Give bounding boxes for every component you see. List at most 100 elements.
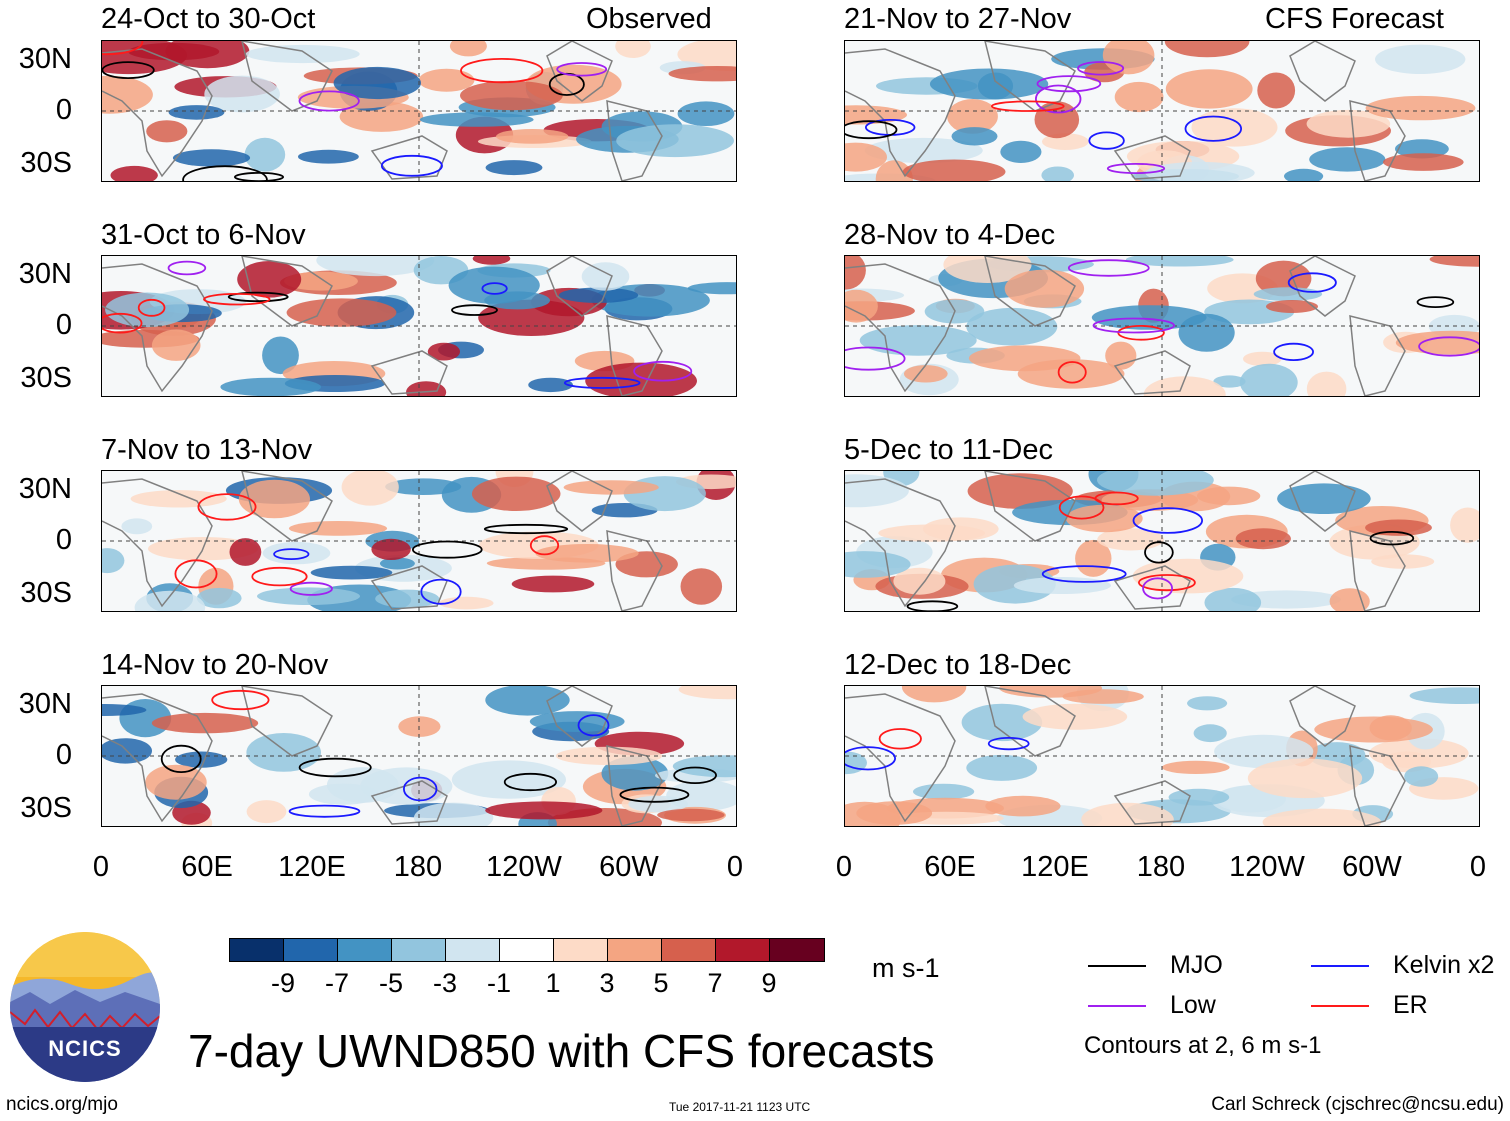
coastline (1113, 135, 1191, 180)
wind-anomaly-area (229, 538, 262, 566)
lat-label-30s: 30S (20, 147, 72, 179)
wind-anomaly-area (244, 137, 286, 172)
wind-anomaly-area (1204, 587, 1262, 611)
wave-contour (483, 523, 569, 535)
wind-anomaly-area (204, 75, 280, 113)
colorbar-segment (500, 939, 554, 961)
wave-contour (288, 804, 361, 818)
coastline (984, 256, 1076, 327)
wave-contour (451, 304, 498, 316)
wind-anomaly-area (257, 587, 360, 605)
coastline (102, 263, 213, 393)
wind-anomaly-area (1041, 166, 1074, 181)
wave-contour (160, 744, 202, 774)
wave-contour (1416, 296, 1455, 308)
map-field (845, 41, 1479, 181)
footer-author: Carl Schreck (cjschrec@ncsu.edu) (1211, 1094, 1504, 1115)
wind-anomaly-area (102, 704, 147, 716)
wind-anomaly-area (471, 476, 561, 511)
coastline (1289, 41, 1356, 102)
wind-anomaly-area (1000, 140, 1042, 163)
map-panel (844, 685, 1480, 827)
legend-line (1088, 964, 1146, 967)
legend-line (1311, 1004, 1369, 1007)
wave-contour (1077, 61, 1125, 76)
wind-anomaly-area (929, 68, 1049, 100)
map-field (845, 256, 1479, 396)
wave-contour (197, 493, 257, 521)
lat-label-30n: 30N (18, 43, 72, 75)
wind-anomaly-area (1253, 287, 1323, 301)
wave-contour (167, 260, 207, 276)
wave-contour (137, 298, 166, 317)
wind-anomaly-area (535, 544, 639, 563)
wind-anomaly-area (677, 101, 735, 126)
wind-anomaly-area (845, 256, 866, 290)
wind-anomaly-area (385, 478, 462, 495)
lon-label: 0 (92, 851, 110, 883)
wind-anomaly-area (1168, 788, 1230, 806)
wind-anomaly-area (237, 261, 302, 298)
wave-contour (227, 291, 289, 303)
wind-anomaly-area (1450, 507, 1479, 543)
lat-label-30n: 30N (18, 473, 72, 505)
coastline (845, 263, 956, 393)
wind-anomaly-area (1365, 95, 1476, 121)
wind-anomaly-area (485, 801, 603, 820)
wind-anomaly-area (1369, 738, 1469, 769)
wind-anomaly-area (1004, 269, 1085, 308)
wave-contour (411, 540, 483, 559)
lon-label: 120E (1021, 851, 1089, 883)
wave-contour (1132, 507, 1203, 534)
wave-contour (1058, 495, 1105, 520)
wind-anomaly-area (1266, 300, 1318, 313)
panel-title: 5-Dec to 11-Dec (844, 434, 1053, 466)
wind-anomaly-area (418, 68, 475, 92)
wave-contour (878, 728, 922, 750)
wind-anomaly-area (151, 329, 201, 361)
wind-anomaly-area (856, 801, 933, 825)
lat-label-30s: 30S (20, 577, 72, 609)
wind-anomaly-area (845, 289, 878, 323)
lon-label: 0 (1469, 851, 1487, 883)
lon-label: 120E (278, 851, 346, 883)
wind-anomaly-area (859, 325, 977, 356)
wind-anomaly-area (196, 587, 242, 609)
wind-anomaly-area (308, 783, 379, 805)
wind-anomaly-area (913, 783, 975, 800)
wind-anomaly-area (1429, 256, 1479, 267)
footer-url[interactable]: ncics.org/mjo (6, 1094, 118, 1115)
wave-contour (1287, 272, 1337, 293)
coastline (1113, 350, 1191, 395)
ncics-logo: NCICS (10, 932, 160, 1082)
lon-label: 180 (1136, 851, 1186, 883)
wind-anomaly-area (1383, 153, 1464, 171)
colorbar-segment (284, 939, 338, 961)
wave-contour (1137, 574, 1196, 592)
wind-anomaly-area (1309, 147, 1386, 172)
coastline (370, 565, 448, 610)
wind-anomaly-area (341, 471, 399, 506)
wind-anomaly-area (448, 266, 540, 304)
colorbar-tick-label: -9 (270, 968, 296, 998)
main-title: 7-day UWND850 with CFS forecasts (188, 1025, 935, 1077)
colorbar (229, 938, 825, 962)
wave-contour (174, 559, 218, 589)
wind-anomaly-area (110, 165, 158, 181)
lon-label: 120W (486, 851, 562, 883)
colorbar-tick-label: 3 (599, 968, 615, 998)
lon-label: 60W (1342, 851, 1402, 883)
wave-contour (577, 714, 610, 737)
coastline (102, 478, 213, 608)
wave-contour (182, 165, 268, 181)
wind-anomaly-area (1306, 371, 1347, 396)
wind-anomaly-area (680, 568, 723, 605)
coastline (1289, 256, 1356, 317)
wave-contour (1106, 163, 1166, 175)
wind-anomaly-area (438, 596, 494, 610)
wave-contour (1144, 541, 1174, 564)
wind-anomaly-area (657, 808, 725, 822)
wind-anomaly-area (678, 686, 736, 700)
wind-anomaly-area (419, 112, 534, 127)
wave-contour (298, 757, 372, 778)
